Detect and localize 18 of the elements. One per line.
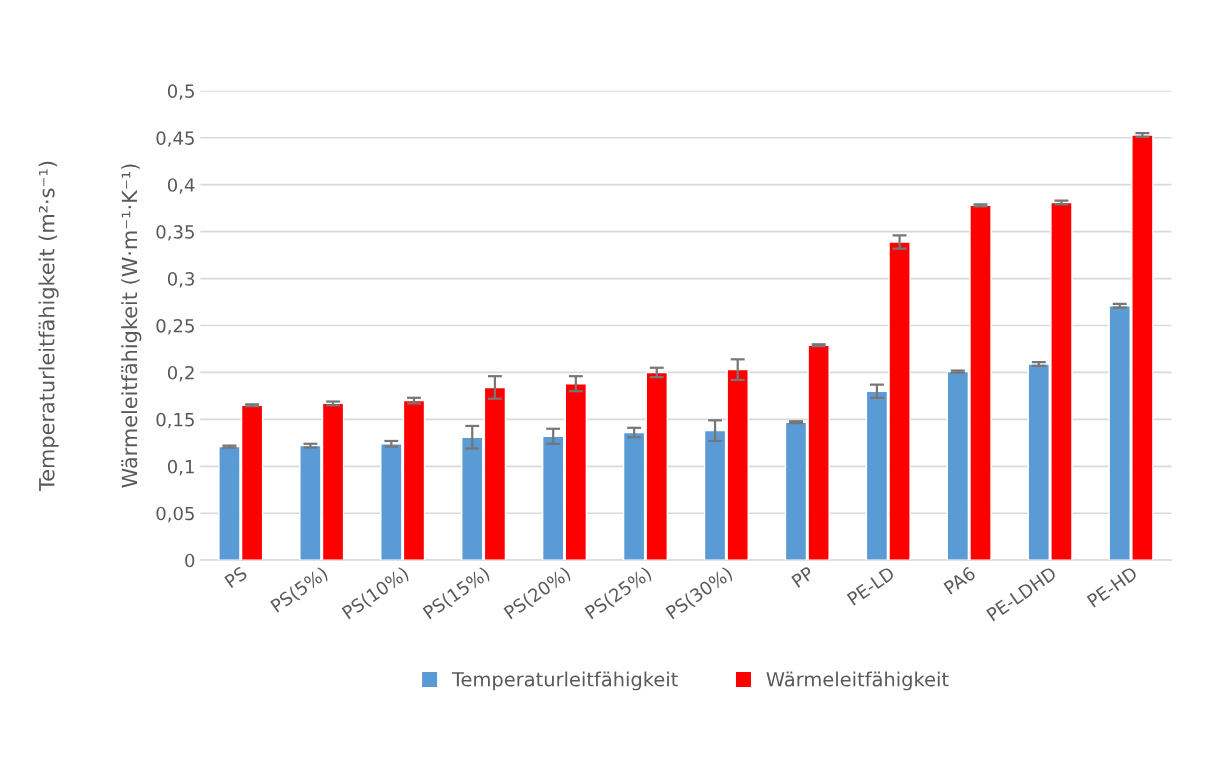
- y-tick-label: 0,3: [167, 272, 194, 288]
- y-tick-label: 0: [185, 553, 195, 568]
- y-tick-label: 0,45: [156, 131, 194, 147]
- y-tick-label: 0,2: [167, 365, 194, 382]
- x-tick-label: PA6: [943, 565, 977, 595]
- y-tick-label: 0,4: [167, 178, 195, 194]
- legend-label: Temperaturleitfähigkeit: [451, 671, 678, 691]
- x-tick-label: PS: [224, 565, 248, 589]
- y-tick-label: 0,5: [167, 84, 194, 100]
- legend-label: Wärmeleitfähigkeit: [766, 671, 949, 691]
- y-tick-label: 0,25: [156, 318, 194, 335]
- y-axis-title: Wärmeleitfähigkeit (W·m⁻¹·K⁻¹): [121, 164, 142, 488]
- y-tick-label: 0,1: [167, 459, 194, 476]
- y-tick-label: 0,35: [156, 225, 194, 241]
- y2-axis-title: Temperaturleitfähigkeit (m²·s⁻¹): [38, 161, 59, 492]
- x-tick-label: PP: [791, 565, 815, 588]
- y-tick-label: 0,15: [156, 412, 194, 429]
- y-tick-label: 0,05: [156, 506, 194, 523]
